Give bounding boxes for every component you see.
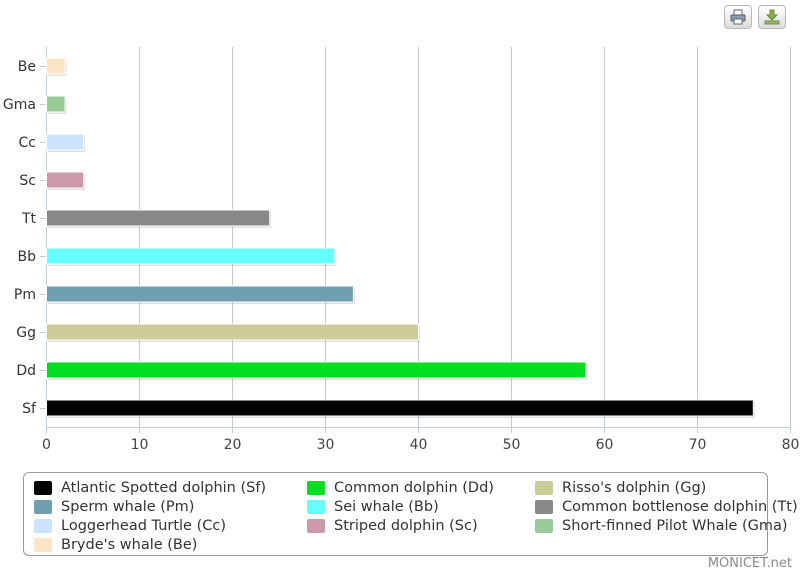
y-tick-label: Gg [16,325,36,341]
print-button[interactable] [724,5,752,29]
credit-text: MONICET.net [707,556,792,571]
bar [46,171,85,189]
legend-swatch [34,500,52,514]
legend-label: Common bottlenose dolphin (Tt) [562,499,798,515]
legend-swatch [535,481,553,495]
legend-item[interactable]: Loggerhead Turtle (Cc) [34,517,226,535]
y-tick-label: Bb [18,249,37,265]
x-tick-label: 60 [596,437,614,453]
x-tick-label: 50 [503,437,521,453]
printer-icon [730,9,746,25]
bar [46,399,754,417]
legend-item[interactable]: Bryde's whale (Be) [34,536,197,554]
legend-item[interactable]: Common dolphin (Dd) [307,479,494,497]
legend-item[interactable]: Common bottlenose dolphin (Tt) [535,498,798,516]
download-icon [764,9,780,25]
legend-swatch [535,519,553,533]
x-tick-label: 30 [317,437,335,453]
legend-swatch [307,519,325,533]
bar [46,323,419,341]
bar [46,285,354,303]
y-tick-label: Gma [3,97,36,113]
y-tick-label: Sc [19,173,36,189]
legend-label: Sperm whale (Pm) [61,499,195,515]
x-tick-label: 40 [410,437,428,453]
y-tick-label: Sf [22,401,37,417]
legend-swatch [307,500,325,514]
x-tick-label: 70 [689,437,707,453]
legend-swatch [34,481,52,495]
y-tick-label: Pm [14,287,36,303]
legend-label: Bryde's whale (Be) [61,537,198,553]
bar [46,361,587,379]
x-tick-label: 10 [131,437,149,453]
legend-swatch [34,519,52,533]
x-tick-label: 80 [782,437,800,453]
y-tick-label: Dd [16,363,36,379]
legend-label: Loggerhead Turtle (Cc) [61,518,227,534]
legend-label: Risso's dolphin (Gg) [562,480,707,496]
chart-legend: Atlantic Spotted dolphin (Sf) Common dolp… [23,472,798,556]
y-tick-label: Tt [21,211,37,227]
bar [46,57,66,75]
legend-swatch [307,481,325,495]
x-tick-label: 0 [42,437,51,453]
y-tick-label: Cc [19,135,36,151]
bar-chart: 0 10 20 30 40 50 60 70 80 Be Gma Cc Sc Tt Bb Pm Gg Dd Sf [3,47,800,453]
bar [46,247,336,265]
bar [46,209,271,227]
legend-swatch [34,538,52,552]
legend-label: Short-finned Pilot Whale (Gma) [562,518,788,534]
legend-label: Atlantic Spotted dolphin (Sf) [61,480,267,496]
legend-item[interactable]: Striped dolphin (Sc) [307,517,478,535]
legend-label: Common dolphin (Dd) [334,480,494,496]
legend-item[interactable]: Short-finned Pilot Whale (Gma) [535,517,788,535]
x-tick-label: 20 [224,437,242,453]
export-button[interactable] [758,5,786,29]
bar [46,133,85,151]
legend-label: Sei whale (Bb) [334,499,439,515]
bar [46,95,66,113]
legend-item[interactable]: Sperm whale (Pm) [34,498,194,516]
y-tick-label: Be [18,59,36,75]
legend-item[interactable]: Risso's dolphin (Gg) [535,479,706,497]
legend-label: Striped dolphin (Sc) [334,518,478,534]
legend-item[interactable]: Sei whale (Bb) [307,498,439,516]
legend-item[interactable]: Atlantic Spotted dolphin (Sf) [34,479,266,497]
legend-swatch [535,500,553,514]
